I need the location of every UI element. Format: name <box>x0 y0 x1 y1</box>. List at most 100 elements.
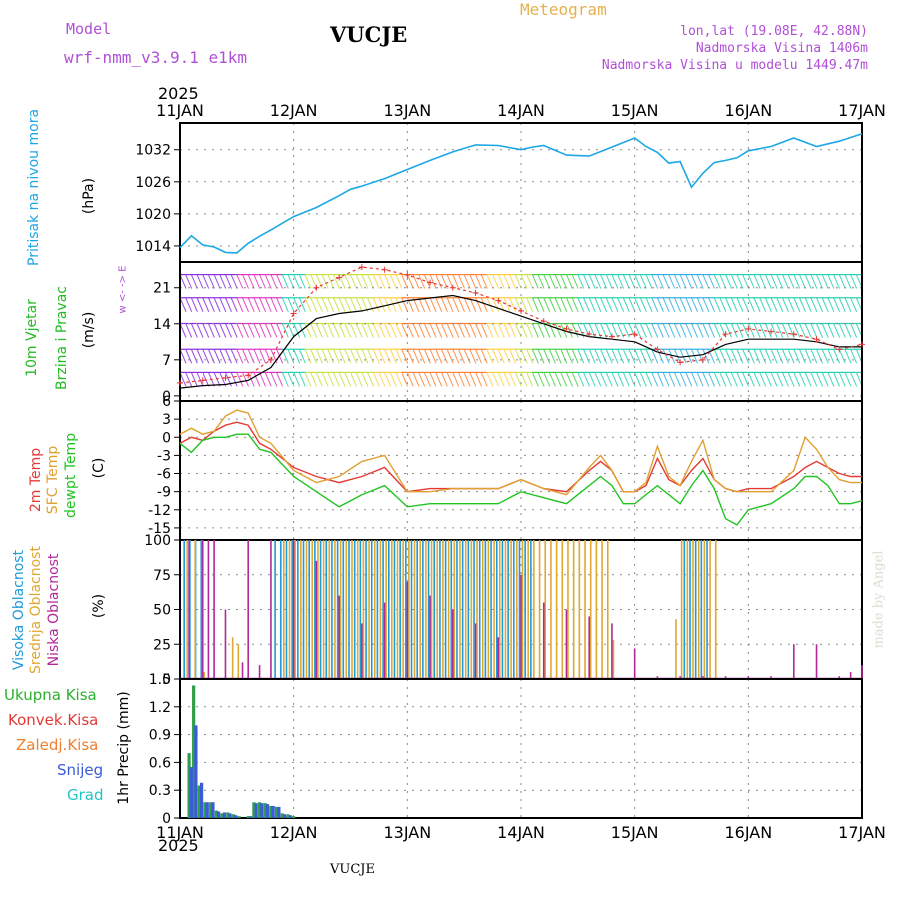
wind-barb <box>838 297 846 312</box>
wind-barb <box>531 372 539 387</box>
wind-barb <box>736 372 744 387</box>
wind-barb <box>321 349 329 364</box>
wind-barb <box>503 349 511 364</box>
wind-barb <box>577 274 585 289</box>
wind-barb <box>816 372 823 387</box>
wind-barb <box>401 349 409 364</box>
wind-barb <box>742 297 750 312</box>
wind-barb <box>730 323 738 338</box>
wind-barb <box>651 349 659 364</box>
wind-barb <box>605 323 613 338</box>
wind-barb <box>509 372 517 387</box>
wind-barb <box>651 323 659 338</box>
wind-barb <box>537 349 545 364</box>
wind-barb <box>480 274 488 289</box>
wind-barb <box>480 297 488 312</box>
wind-barb <box>253 349 261 364</box>
wind-barb <box>463 323 471 338</box>
wind-barb <box>634 323 642 338</box>
footer-station: VUCJE <box>330 862 375 877</box>
wind-barb <box>673 297 681 312</box>
ytick-label-temp: 3 <box>162 412 171 428</box>
wind-barb <box>628 372 636 387</box>
wind-gust-marker <box>745 325 752 332</box>
wind-barb <box>736 323 744 338</box>
wind-barb <box>560 274 568 289</box>
wind-barb <box>298 297 306 312</box>
wind-barb <box>639 297 647 312</box>
wind-barb <box>486 274 494 289</box>
wind-barb <box>600 323 608 338</box>
wind-barb <box>361 274 369 289</box>
wind-barb <box>469 349 477 364</box>
wind-barb <box>747 297 755 312</box>
wind-barb <box>475 297 482 312</box>
wind-barb <box>378 349 386 364</box>
precip-snow-bar <box>260 803 264 818</box>
wind-barb <box>810 297 818 312</box>
wind-barb <box>685 274 693 289</box>
wind-barb <box>673 372 681 387</box>
wind-barb <box>634 349 642 364</box>
wind-barb <box>315 323 323 338</box>
wind-barb <box>770 274 778 289</box>
wind-barb <box>526 323 534 338</box>
wind-barb <box>605 349 613 364</box>
wind-barb <box>804 297 812 312</box>
wind-barb <box>423 274 431 289</box>
wind-barb <box>298 349 306 364</box>
wind-barb <box>622 297 630 312</box>
x-tick-bottom-17JAN: 17JAN <box>838 823 886 842</box>
wind-barb <box>497 372 505 387</box>
wind-barb <box>287 323 295 338</box>
wind-barb <box>526 372 534 387</box>
wind-barb <box>770 349 778 364</box>
wind-barb <box>429 274 437 289</box>
wind-barb <box>480 349 488 364</box>
wind-gust-marker <box>449 284 456 291</box>
wind-barb <box>770 372 778 387</box>
wind-barb <box>713 372 721 387</box>
wind-barb <box>588 274 596 289</box>
wind-barb <box>475 323 482 338</box>
wind-barb <box>793 372 801 387</box>
wind-barb <box>787 274 795 289</box>
wind-barb <box>628 297 636 312</box>
wind-barb <box>315 372 323 387</box>
wind-barb <box>435 372 443 387</box>
wind-barb <box>469 372 477 387</box>
wind-barb <box>600 274 608 289</box>
wind-barb <box>793 274 801 289</box>
wind-barb <box>514 323 522 338</box>
wind-barb <box>594 349 602 364</box>
wind-barb <box>594 372 602 387</box>
wind-barb <box>435 323 443 338</box>
wind-barb <box>639 372 647 387</box>
wind-barb <box>475 274 482 289</box>
wind-barb <box>753 274 761 289</box>
wind-barb <box>435 349 443 364</box>
wind-barb <box>668 323 676 338</box>
wind-barb <box>242 297 249 312</box>
wind-barb <box>185 323 193 338</box>
ytick-label-pressure: 1026 <box>135 175 171 191</box>
wind-barb <box>691 274 698 289</box>
wind-barb <box>395 274 403 289</box>
wind-barb <box>310 274 318 289</box>
wind-barb <box>747 372 755 387</box>
wind-barb <box>503 372 511 387</box>
wind-gust-marker <box>631 331 638 338</box>
wind-barb <box>770 297 778 312</box>
wind-barb <box>304 372 312 387</box>
ytick-label-temp: -6 <box>157 467 171 483</box>
wind-barb <box>799 323 806 338</box>
wind-barb <box>463 349 471 364</box>
wind-barb <box>827 297 835 312</box>
wind-barb <box>276 297 284 312</box>
precip-total-bar <box>197 785 201 818</box>
wind-barb <box>543 372 551 387</box>
wind-barb <box>423 349 431 364</box>
wind-barb <box>543 274 551 289</box>
